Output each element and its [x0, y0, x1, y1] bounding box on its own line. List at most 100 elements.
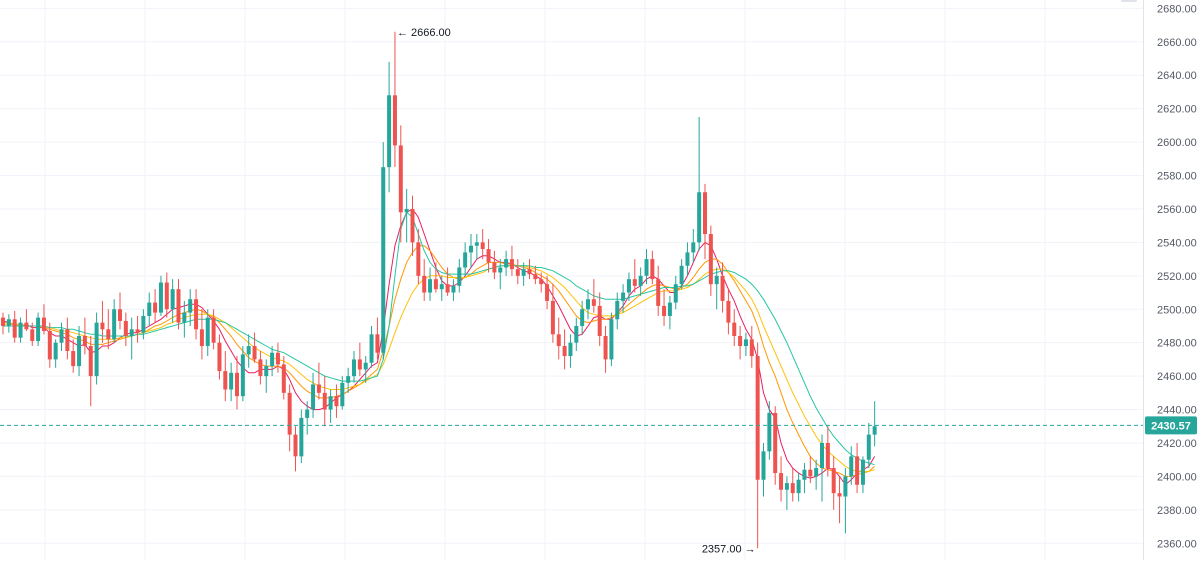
candle-body — [428, 279, 433, 293]
candle-body — [123, 320, 128, 336]
candle-body — [638, 275, 643, 286]
candle — [796, 473, 801, 502]
candle-body — [509, 259, 514, 270]
candle-body — [176, 289, 181, 323]
candle-body — [392, 95, 397, 146]
candle-body — [486, 249, 491, 263]
candle-body — [82, 336, 87, 347]
y-tick-label: 2620.00 — [1157, 104, 1197, 116]
candle — [638, 267, 643, 296]
candle — [726, 289, 731, 335]
price-axis[interactable]: 2360.00 2380.00 2400.00 2420.00 2440.00 2460.… — [1143, 0, 1197, 560]
candle-body — [410, 208, 415, 243]
candle — [714, 267, 719, 310]
annotations: ← 2666.00 2357.00 → — [397, 27, 756, 556]
candle-body — [164, 282, 169, 310]
candle — [820, 434, 824, 502]
candle — [609, 312, 614, 367]
candle — [194, 289, 199, 340]
candle-body — [855, 456, 860, 485]
candle — [30, 322, 35, 347]
candle — [667, 295, 672, 330]
chart-settings-button[interactable] — [1121, 0, 1137, 2]
moving-average-line — [3, 211, 875, 466]
candle-body — [621, 292, 626, 301]
moving-average-line — [3, 245, 875, 477]
candle — [123, 312, 128, 347]
candle — [509, 245, 514, 276]
candle — [252, 332, 257, 363]
candle — [176, 279, 181, 330]
y-tick-label: 2480.00 — [1157, 338, 1197, 350]
candle — [591, 279, 596, 313]
candle — [755, 342, 760, 549]
candle-body — [264, 366, 269, 377]
candle-body — [433, 279, 438, 290]
candle — [433, 262, 438, 293]
candle-body — [615, 300, 620, 320]
candle — [603, 325, 608, 373]
candle — [837, 476, 842, 524]
candle-body — [720, 275, 725, 301]
candle — [334, 384, 339, 418]
candle-body — [240, 354, 245, 397]
candle — [65, 317, 70, 360]
candle — [18, 317, 23, 343]
candle — [451, 279, 456, 301]
candle-body — [457, 267, 462, 286]
candle-body — [188, 299, 193, 313]
candle-body — [217, 342, 222, 372]
y-tick-label: 2500.00 — [1157, 304, 1197, 316]
candle-body — [381, 167, 386, 353]
candle — [732, 309, 737, 347]
candle — [53, 339, 58, 368]
candle-body — [515, 269, 520, 276]
candle-body — [439, 284, 444, 290]
candle — [703, 183, 707, 260]
candle — [381, 142, 386, 360]
candle-body — [469, 245, 473, 253]
candle — [94, 312, 99, 385]
candle-body — [673, 284, 678, 303]
candle-body — [287, 392, 292, 435]
candle-body — [784, 483, 789, 490]
candle — [375, 317, 380, 360]
candle-body — [492, 262, 497, 273]
candle — [106, 309, 111, 350]
candle-body — [603, 336, 608, 360]
candle — [112, 299, 117, 343]
candle — [404, 188, 409, 243]
candle-body — [182, 312, 187, 323]
candle — [492, 250, 497, 280]
candle-body — [270, 352, 275, 367]
candle-body — [205, 317, 210, 347]
candle — [586, 289, 590, 320]
candle-body — [18, 322, 23, 338]
candle — [784, 476, 789, 510]
candle-body — [714, 275, 719, 285]
candle-body — [223, 371, 228, 390]
candle — [36, 312, 41, 347]
candle — [311, 372, 316, 418]
current-price-badge: 2430.57 — [1145, 416, 1197, 435]
candle-body — [112, 309, 117, 340]
candle-body — [299, 417, 304, 457]
candle-body — [77, 336, 82, 367]
candle-body — [281, 364, 286, 393]
candle-body — [65, 329, 70, 352]
candle-body — [656, 279, 661, 306]
candle — [346, 367, 351, 393]
candle — [825, 426, 830, 477]
candle — [88, 336, 93, 407]
candle-body — [743, 339, 748, 347]
candle — [662, 289, 667, 326]
candle — [521, 262, 526, 286]
candle-body — [597, 305, 602, 336]
candle-body — [404, 208, 409, 213]
candle — [761, 442, 766, 497]
candle — [738, 325, 743, 360]
candle-body — [767, 412, 772, 452]
candle — [644, 249, 649, 285]
